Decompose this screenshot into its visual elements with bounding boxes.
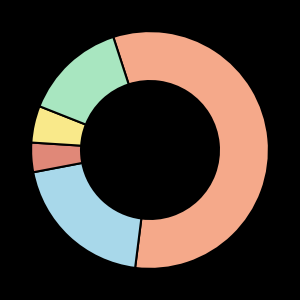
Wedge shape: [113, 31, 269, 269]
Wedge shape: [31, 142, 82, 172]
Wedge shape: [40, 37, 129, 124]
Wedge shape: [31, 106, 86, 146]
Wedge shape: [33, 163, 141, 268]
